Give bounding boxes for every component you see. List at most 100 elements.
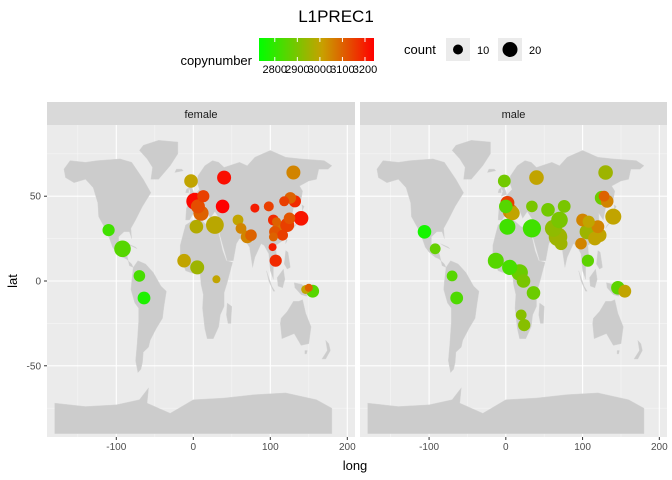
chart-title: L1PREC1 — [298, 7, 374, 26]
land-shape — [589, 268, 598, 289]
land-shape — [596, 250, 603, 270]
color-legend-bar — [259, 38, 374, 61]
data-point — [598, 165, 613, 180]
data-point — [277, 229, 288, 241]
data-point — [177, 253, 191, 268]
x-tick-label: -100 — [419, 442, 439, 453]
data-point — [588, 231, 602, 246]
data-point — [497, 174, 511, 188]
data-point — [541, 203, 555, 217]
y-tick-label: -50 — [27, 361, 42, 372]
color-tick-label: 3100 — [330, 64, 354, 76]
data-point — [499, 199, 513, 214]
data-point — [518, 319, 531, 332]
data-point — [286, 165, 301, 180]
data-point — [215, 199, 230, 214]
data-point — [526, 200, 538, 213]
data-point — [557, 200, 571, 213]
size-legend-label-10: 10 — [477, 45, 489, 57]
data-point — [190, 260, 205, 275]
data-point — [618, 284, 632, 298]
data-point — [591, 220, 605, 234]
data-point — [137, 291, 151, 305]
data-point — [450, 291, 464, 305]
x-axis-label: long — [343, 458, 368, 473]
data-point — [269, 254, 282, 267]
color-tick-label: 2800 — [263, 64, 287, 76]
land-shape — [443, 260, 480, 374]
land-shape — [304, 350, 308, 355]
land-shape — [592, 299, 624, 346]
land-shape — [440, 243, 450, 249]
land-shape — [280, 299, 312, 346]
land-shape — [276, 268, 286, 289]
data-point — [582, 215, 595, 228]
x-tick-label: 0 — [191, 442, 197, 453]
land-shape — [226, 302, 233, 324]
data-point — [272, 217, 281, 227]
data-point — [232, 214, 244, 226]
data-point — [598, 190, 610, 202]
land-shape — [130, 260, 167, 374]
land-shape — [283, 250, 291, 270]
size-legend-title: count — [404, 42, 436, 57]
size-legend-label-20: 20 — [529, 45, 541, 57]
land-shape — [487, 168, 497, 173]
y-tick-label: 50 — [30, 192, 42, 203]
data-point — [304, 283, 313, 292]
land-shape — [633, 339, 643, 360]
facet-label: male — [502, 109, 526, 121]
data-point — [114, 240, 131, 258]
data-point — [581, 254, 595, 267]
land-shape — [451, 140, 491, 180]
x-tick-label: 0 — [503, 442, 509, 453]
x-tick-label: -100 — [106, 442, 126, 453]
land-shape — [174, 168, 184, 173]
land-shape — [321, 339, 331, 360]
data-point — [293, 211, 309, 226]
size-legend-dot-20 — [502, 42, 518, 57]
data-point — [263, 201, 274, 212]
data-point — [268, 243, 277, 252]
color-tick-label: 2900 — [285, 64, 309, 76]
land-shape — [497, 187, 502, 193]
panel-male: male -100 0 100 200 — [360, 102, 668, 453]
data-point — [502, 259, 518, 275]
land-shape — [616, 350, 620, 355]
facet-strip — [47, 102, 355, 125]
land-shape — [538, 302, 545, 324]
data-point — [190, 199, 205, 214]
data-point — [522, 219, 542, 238]
panel-female: female -100 0 100 200 — [47, 102, 356, 453]
data-point — [189, 219, 204, 234]
x-tick-label: 200 — [651, 442, 668, 453]
data-point — [212, 275, 221, 284]
data-point — [250, 203, 260, 213]
data-point — [102, 224, 115, 237]
data-point — [235, 223, 247, 234]
land-shape — [185, 187, 189, 193]
data-point — [279, 196, 290, 207]
data-point — [197, 190, 210, 203]
x-tick-label: 100 — [262, 442, 279, 453]
data-point — [268, 232, 278, 242]
facet-strip — [360, 102, 667, 125]
color-legend-title: copynumber — [180, 53, 252, 68]
data-point — [554, 237, 568, 251]
x-tick-label: 100 — [574, 442, 591, 453]
land-shape — [54, 387, 333, 434]
land-shape — [578, 270, 588, 292]
data-point — [487, 252, 504, 269]
data-point — [217, 170, 232, 185]
data-point — [515, 309, 527, 321]
y-axis: -50 0 50 — [27, 192, 47, 372]
data-point — [499, 218, 516, 235]
world-map — [367, 140, 645, 434]
data-point — [526, 286, 541, 300]
data-point — [245, 229, 257, 241]
data-point — [417, 225, 432, 239]
size-legend-dot-10 — [453, 44, 463, 55]
data-point — [551, 211, 568, 229]
